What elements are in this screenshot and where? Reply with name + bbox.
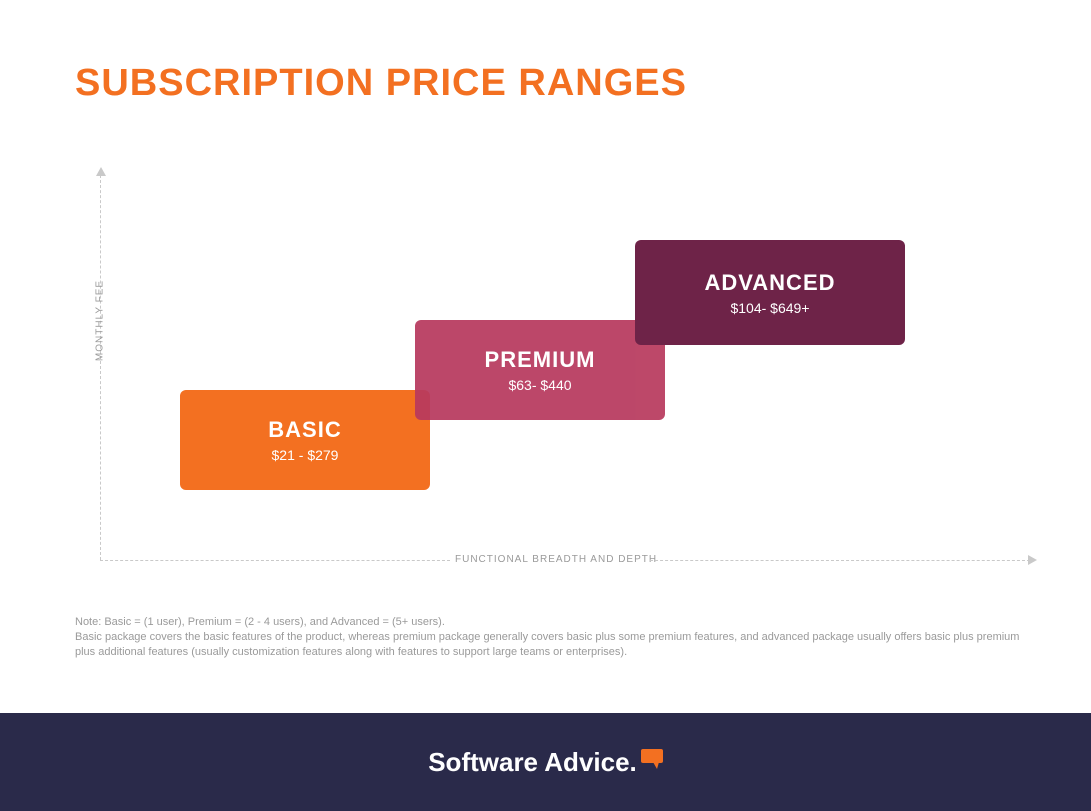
speech-bubble-icon [641, 745, 663, 776]
note-line-2: Basic package covers the basic features … [75, 630, 1035, 660]
footer: Software Advice. [0, 713, 1091, 811]
footer-logo: Software Advice. [428, 747, 663, 778]
tier-box-advanced: ADVANCED $104- $649+ [635, 240, 905, 345]
tier-box-premium: PREMIUM $63- $440 [415, 320, 665, 420]
tier-name: ADVANCED [704, 270, 835, 296]
footer-logo-text: Software Advice. [428, 747, 637, 778]
x-axis-line-left [100, 560, 450, 561]
tier-price: $104- $649+ [730, 300, 809, 316]
x-axis-line-right [650, 560, 1030, 561]
x-axis-arrow-icon [1028, 555, 1037, 565]
tier-name: BASIC [268, 417, 341, 443]
y-axis-label: MONTHLY FEE [95, 261, 106, 381]
page: SUBSCRIPTION PRICE RANGES MONTHLY FEE FU… [0, 0, 1091, 811]
tier-price: $21 - $279 [272, 447, 339, 463]
tier-name: PREMIUM [485, 347, 596, 373]
tier-price: $63- $440 [508, 377, 571, 393]
tier-box-basic: BASIC $21 - $279 [180, 390, 430, 490]
y-axis-arrow-icon [96, 167, 106, 176]
page-title: SUBSCRIPTION PRICE RANGES [75, 62, 687, 105]
x-axis-label: FUNCTIONAL BREADTH AND DEPTH [455, 554, 657, 565]
note-block: Note: Basic = (1 user), Premium = (2 - 4… [75, 615, 1035, 660]
note-line-1: Note: Basic = (1 user), Premium = (2 - 4… [75, 615, 1035, 630]
chart-area: MONTHLY FEE FUNCTIONAL BREADTH AND DEPTH… [75, 175, 1035, 575]
